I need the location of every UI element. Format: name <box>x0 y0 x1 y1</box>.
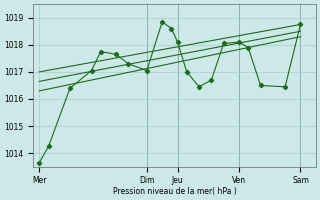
X-axis label: Pression niveau de la mer( hPa ): Pression niveau de la mer( hPa ) <box>113 187 236 196</box>
